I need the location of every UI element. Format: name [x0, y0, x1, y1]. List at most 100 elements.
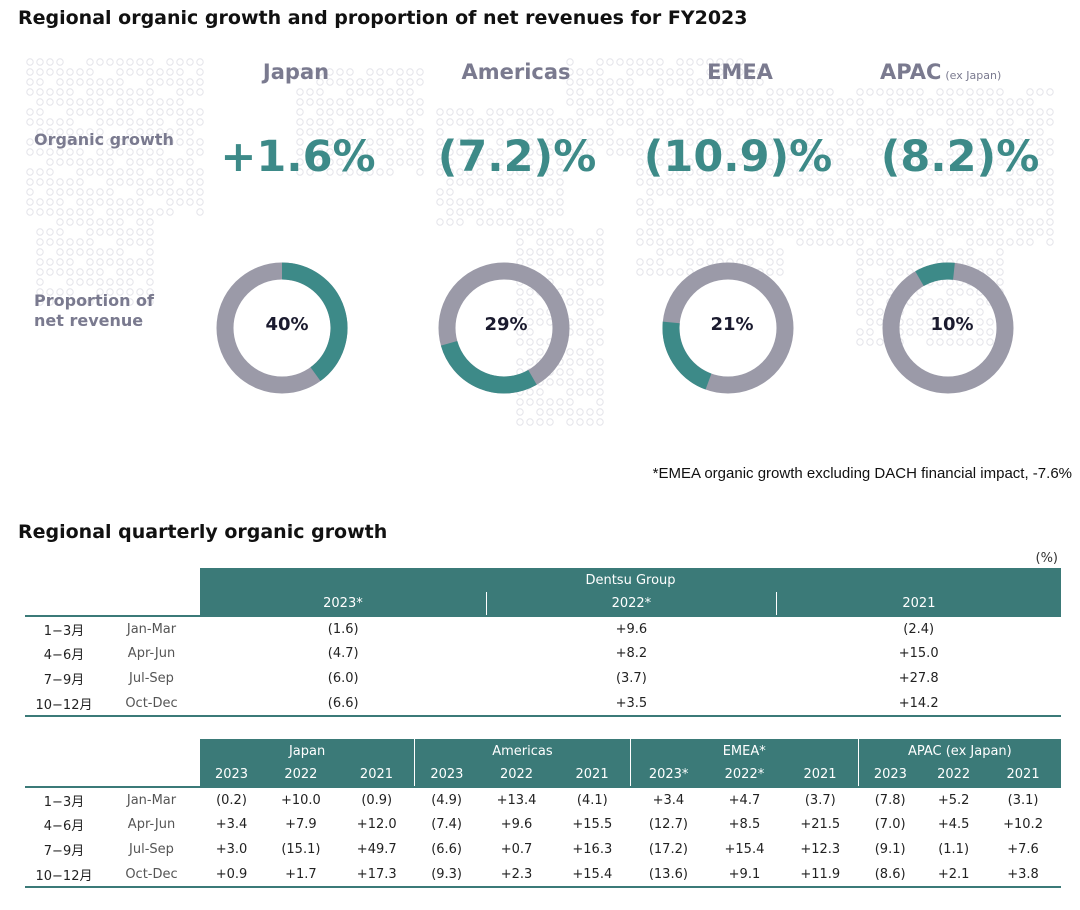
table-row: 7−9月 Jul-Sep (6.0) (3.7) +27.8: [25, 666, 1061, 691]
table-group-header: APAC (ex Japan): [857, 739, 1061, 763]
table-group-header: Americas: [414, 739, 631, 763]
table-col-header: 2021: [776, 592, 1061, 616]
table-group-header: Dentsu Group: [200, 568, 1061, 592]
table-cell: +15.0: [898, 646, 939, 661]
quarter-label-jp: 7−9月: [43, 673, 85, 688]
table-cell: +17.3: [338, 862, 415, 888]
donut-chart-americas: [438, 262, 570, 394]
growth-value-americas: (7.2)%: [437, 132, 597, 182]
table-col-header: 2021: [782, 763, 859, 787]
table-cell: (15.1): [281, 842, 321, 857]
table-cell: (2.4): [776, 615, 1061, 641]
table-cell: +8.5: [728, 817, 761, 832]
table-col-header: 2023*: [629, 763, 707, 787]
donut-chart-japan: [216, 262, 348, 394]
table-cell: +1.7: [262, 862, 339, 888]
table-cell: (12.7): [648, 817, 688, 832]
table-group-header: EMEA*: [629, 739, 859, 763]
donut-slice-emea: [662, 321, 712, 390]
table-cell: +14.2: [776, 691, 1061, 717]
table-cell: +27.8: [898, 671, 939, 686]
table-col-header: 2023: [414, 763, 479, 787]
table-cell: +3.5: [486, 691, 777, 717]
table-cell: (7.8): [858, 786, 923, 812]
table-cell: +15.5: [572, 817, 613, 832]
region-name-apac: APAC (ex Japan): [880, 60, 1002, 84]
table-cell: (7.4): [431, 817, 463, 832]
table-cell: (6.0): [327, 671, 359, 686]
quarter-label-jp: 10−12月: [25, 862, 103, 888]
footnote: *EMEA organic growth excluding DACH fina…: [652, 465, 1072, 482]
table-cell: +15.4: [724, 842, 765, 857]
table-cell: +7.9: [285, 817, 317, 832]
quarter-label-en: Oct-Dec: [103, 691, 200, 717]
table-cell: (3.7): [615, 671, 647, 686]
table-cell: +3.8: [985, 862, 1061, 888]
quarter-label-en: Jul-Sep: [129, 671, 174, 686]
table-col-header: 2022: [478, 763, 555, 787]
table-col-header: 2022: [922, 763, 986, 787]
quarter-label-en: Apr-Jun: [127, 817, 176, 832]
table-cell: +11.9: [782, 862, 859, 888]
share-label-emea: 21%: [710, 314, 754, 335]
table-row: 4−6月 Apr-Jun +3.4 +7.9 +12.0 (7.4) +9.6 +15.5 (1…: [25, 812, 1061, 837]
table-cell: +2.1: [922, 862, 986, 888]
table-cell: +49.7: [356, 842, 397, 857]
table-cell: +12.3: [800, 842, 841, 857]
table-cell: (6.6): [431, 842, 463, 857]
table-cell: (4.7): [327, 646, 359, 661]
share-label-americas: 29%: [484, 314, 528, 335]
donut-slice-americas: [440, 340, 537, 394]
table-cell: (1.1): [938, 842, 970, 857]
table-row: 4−6月 Apr-Jun (4.7) +8.2 +15.0: [25, 641, 1061, 666]
table-row: 10−12月 Oct-Dec +0.9 +1.7 +17.3 (9.3) +2.3 +15.4…: [25, 862, 1061, 888]
donut-chart-emea: [662, 262, 794, 394]
donut-slice-japan: [281, 262, 348, 381]
donut-slice-apac: [915, 262, 955, 287]
table-cell: +9.6: [486, 615, 777, 641]
table-cell: +8.2: [615, 646, 648, 661]
share-label-japan: 40%: [265, 314, 309, 335]
table-cell: +5.2: [922, 786, 986, 812]
table-cell: +4.7: [706, 786, 783, 812]
proportion-label: Proportion of net revenue: [34, 291, 154, 330]
table-group-header: Japan: [200, 739, 415, 763]
table-cell: (17.2): [648, 842, 688, 857]
table-col-header: 2022*: [486, 592, 777, 616]
region-name-japan: Japan: [262, 60, 330, 84]
section-title-quarterly: Regional quarterly organic growth: [18, 521, 388, 543]
donut-chart-apac: [882, 262, 1014, 394]
table-col-header: 2023*: [200, 592, 487, 616]
table-cell: +3.4: [215, 817, 248, 832]
table-cell: +3.4: [630, 786, 707, 812]
quarter-label-jp: 4−6月: [43, 648, 85, 663]
quarter-label-jp: 1−3月: [25, 615, 103, 641]
region-subtitle-apac: (ex Japan): [945, 69, 1002, 82]
dentsu-group-table: Dentsu Group 2023* 2022* 2021 1−3月 Jan-Ma…: [25, 568, 1061, 717]
table-cell: +13.4: [478, 786, 555, 812]
table-cell: +4.5: [937, 817, 970, 832]
page-title: Regional organic growth and proportion o…: [18, 7, 748, 29]
table-cell: +12.0: [356, 817, 397, 832]
table-cell: +10.0: [262, 786, 339, 812]
table-cell: (9.1): [874, 842, 906, 857]
table-cell: (8.6): [858, 862, 923, 888]
quarter-label-en: Apr-Jun: [127, 646, 176, 661]
quarter-label-en: Oct-Dec: [103, 862, 200, 888]
table-col-header: 2021: [338, 763, 415, 787]
region-name-emea: EMEA: [707, 60, 773, 84]
table-col-header: 2022: [262, 763, 339, 787]
table-row: 1−3月 Jan-Mar (0.2) +10.0 (0.9) (4.9) +13.4 (4.1…: [25, 786, 1061, 812]
table-cell: +7.6: [1007, 842, 1039, 857]
table-cell: (13.6): [630, 862, 707, 888]
table-col-header: 2021: [554, 763, 631, 787]
world-map-background: [26, 58, 1054, 426]
table-cell: (6.6): [200, 691, 487, 717]
table-row: 1−3月 Jan-Mar (1.6) +9.6 (2.4): [25, 615, 1061, 641]
table-col-header: 2021: [985, 763, 1061, 787]
table-cell: +0.7: [500, 842, 533, 857]
table-cell: +2.3: [478, 862, 555, 888]
table-cell: +9.6: [500, 817, 533, 832]
table-cell: +9.1: [706, 862, 783, 888]
region-name-americas: Americas: [461, 60, 571, 84]
